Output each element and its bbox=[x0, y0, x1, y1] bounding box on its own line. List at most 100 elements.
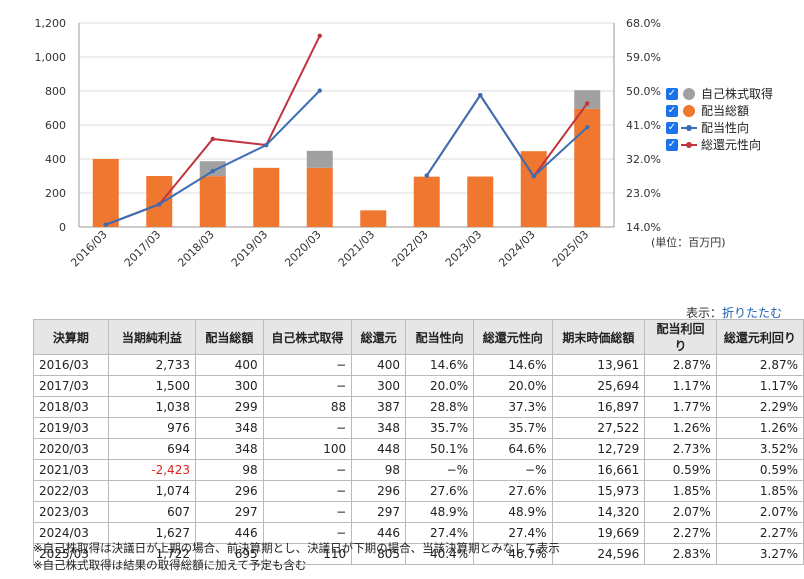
y-left-tick-label: 1,200 bbox=[35, 17, 67, 30]
table-cell: 607 bbox=[107, 501, 196, 523]
total-return-ratio-point bbox=[585, 101, 590, 106]
column-header: 配当性向 bbox=[405, 319, 475, 355]
y-right-tick-label: 14.0% bbox=[626, 221, 661, 234]
display-toggle: 表示：折りたたむ bbox=[686, 304, 782, 321]
legend-item-dividend[interactable]: ✓ 配当総額 bbox=[666, 102, 773, 119]
chart-legend: ✓ 自己株式取得 ✓ 配当総額 ✓ 配当性向 ✓ 総還元性向 bbox=[666, 85, 773, 153]
y-left-tick-label: 0 bbox=[59, 221, 66, 234]
legend-item-total-return[interactable]: ✓ 総還元性向 bbox=[666, 136, 773, 153]
table-cell: 14.6% bbox=[473, 354, 553, 376]
note-1: ※自己株取得は決議日が上期の場合、前決算期とし、決議日が下期の場合、当該決算期と… bbox=[33, 541, 560, 555]
bar-dividend bbox=[467, 176, 494, 227]
table-cell: − bbox=[262, 501, 353, 523]
table-row: 2025/03 1,722 695 110 805 40.4% 46.7% 24,596 2.8… bbox=[33, 543, 804, 565]
table-cell: 48.9% bbox=[405, 501, 475, 523]
collapse-link[interactable]: 折りたたむ bbox=[721, 306, 782, 320]
table-cell: 1.17% bbox=[715, 375, 804, 397]
legend-label: 配当総額 bbox=[701, 104, 750, 118]
table-cell: 27,522 bbox=[551, 417, 646, 439]
bar-dividend bbox=[146, 176, 173, 227]
table-cell: 46.7% bbox=[473, 543, 553, 565]
x-tick-label: 2025/03 bbox=[550, 228, 592, 270]
x-tick-label: 2024/03 bbox=[496, 228, 538, 270]
bar-buyback bbox=[199, 161, 226, 177]
table-cell: 1.85% bbox=[644, 480, 717, 502]
y-left-tick-label: 400 bbox=[45, 153, 66, 166]
table-cell: 15,973 bbox=[551, 480, 646, 502]
table-cell: −% bbox=[473, 459, 553, 481]
table-cell: 98 bbox=[351, 459, 407, 481]
y-right-tick-label: 68.0% bbox=[626, 17, 661, 30]
table-cell: − bbox=[262, 417, 353, 439]
table-cell: 14,320 bbox=[551, 501, 646, 523]
table-cell: 2.29% bbox=[715, 396, 804, 418]
table-cell: 1,074 bbox=[107, 480, 196, 502]
table-cell: 20.0% bbox=[473, 375, 553, 397]
table-cell: 1.17% bbox=[644, 375, 717, 397]
payout-ratio-point bbox=[317, 88, 322, 93]
table-cell: 28.8% bbox=[405, 396, 475, 418]
legend-label: 配当性向 bbox=[701, 121, 750, 135]
table-cell: 2.87% bbox=[715, 354, 804, 376]
table-cell: 1,722 bbox=[107, 543, 196, 565]
column-header: 当期純利益 bbox=[107, 319, 196, 355]
table-row: 2016/03 2,733 400−400 14.6% 14.6% 13,961 2.87%… bbox=[33, 354, 804, 376]
x-tick-label: 2023/03 bbox=[443, 228, 485, 270]
column-header: 配当総額 bbox=[194, 319, 264, 355]
y-left-tick-label: 800 bbox=[45, 85, 66, 98]
table-cell: 1.26% bbox=[644, 417, 717, 439]
table-cell: 2017/03 bbox=[33, 375, 109, 397]
table-cell: 299 bbox=[194, 396, 264, 418]
table-cell: 2,733 bbox=[107, 354, 196, 376]
table-cell: 297 bbox=[351, 501, 407, 523]
checkbox-icon[interactable]: ✓ bbox=[666, 104, 678, 117]
bar-buyback bbox=[574, 90, 601, 109]
table-cell: 3.52% bbox=[715, 438, 804, 460]
legend-item-payout[interactable]: ✓ 配当性向 bbox=[666, 119, 773, 136]
table-cell: − bbox=[262, 354, 353, 376]
table-cell: 387 bbox=[351, 396, 407, 418]
bar-dividend bbox=[413, 176, 440, 227]
legend-item-buyback[interactable]: ✓ 自己株式取得 bbox=[666, 85, 773, 102]
checkbox-icon[interactable]: ✓ bbox=[666, 138, 678, 151]
x-tick-label: 2016/03 bbox=[68, 228, 110, 270]
bar-dividend bbox=[92, 159, 119, 227]
bar-dividend bbox=[306, 167, 333, 227]
table-cell: 2.27% bbox=[644, 522, 717, 544]
bar-dividend bbox=[253, 167, 280, 227]
blue-line-icon bbox=[681, 122, 697, 134]
table-cell: 2.27% bbox=[715, 522, 804, 544]
table-cell: − bbox=[262, 480, 353, 502]
table-cell: − bbox=[262, 375, 353, 397]
table-cell: 20.0% bbox=[405, 375, 475, 397]
column-header: 決算期 bbox=[33, 319, 109, 355]
table-cell: 88 bbox=[262, 396, 353, 418]
bar-buyback bbox=[306, 150, 333, 168]
toggle-label: 表示： bbox=[685, 306, 722, 320]
table-cell: 27.4% bbox=[473, 522, 553, 544]
column-header: 総還元利回り bbox=[715, 319, 804, 355]
column-header: 総還元 bbox=[351, 319, 407, 355]
y-left-tick-label: 1,000 bbox=[35, 51, 67, 64]
table-cell: 348 bbox=[194, 417, 264, 439]
table-cell: 2023/03 bbox=[33, 501, 109, 523]
checkbox-icon[interactable]: ✓ bbox=[666, 121, 678, 134]
payout-ratio-point bbox=[424, 173, 429, 178]
y-left-tick-label: 600 bbox=[45, 119, 66, 132]
table-cell: 1,038 bbox=[107, 396, 196, 418]
table-cell: 300 bbox=[351, 375, 407, 397]
x-tick-label: 2022/03 bbox=[389, 228, 431, 270]
checkbox-icon[interactable]: ✓ bbox=[666, 87, 678, 100]
legend-label: 自己株式取得 bbox=[701, 87, 774, 101]
payout-ratio-point bbox=[264, 142, 269, 148]
table-cell: 25,694 bbox=[551, 375, 646, 397]
table-cell: 2020/03 bbox=[33, 438, 109, 460]
y-right-tick-label: 23.0% bbox=[626, 187, 661, 200]
x-tick-label: 2019/03 bbox=[229, 228, 271, 270]
unit-label: (単位：百万円) bbox=[651, 236, 726, 249]
table-cell: 2022/03 bbox=[33, 480, 109, 502]
table-header-row: 決算期 当期純利益 配当総額 自己株式取得 総還元 配当性向 総還元性向 期末時価総額 配当利回… bbox=[33, 319, 804, 355]
table-cell: 348 bbox=[351, 417, 407, 439]
table-cell: 2.83% bbox=[644, 543, 717, 565]
table-cell: 37.3% bbox=[473, 396, 553, 418]
